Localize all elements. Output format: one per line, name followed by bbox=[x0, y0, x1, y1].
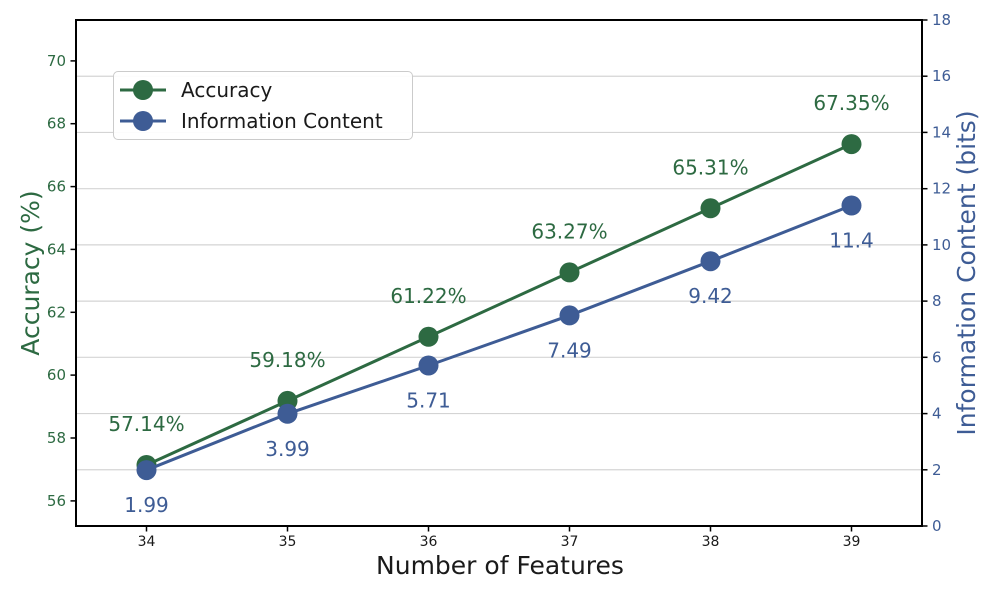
information-content-point-label: 5.71 bbox=[406, 389, 451, 413]
information-content-legend-marker-icon bbox=[120, 111, 166, 131]
right-y-tick-label: 6 bbox=[932, 348, 942, 366]
accuracy-point-label: 63.27% bbox=[531, 219, 607, 243]
right-y-tick-label: 16 bbox=[932, 67, 951, 85]
left-y-tick-label: 60 bbox=[47, 366, 66, 384]
information-content-line bbox=[145, 204, 853, 472]
information-content-point bbox=[136, 460, 157, 481]
legend-label-accuracy: Accuracy bbox=[181, 78, 273, 102]
information-content-point-label: 11.4 bbox=[829, 229, 874, 253]
left-y-tick-label: 64 bbox=[47, 240, 66, 258]
accuracy-point-label: 65.31% bbox=[672, 155, 748, 179]
accuracy-point bbox=[559, 262, 580, 283]
right-y-tick-label: 8 bbox=[932, 292, 942, 310]
right-y-tick-label: 14 bbox=[932, 123, 951, 141]
x-tick-label: 34 bbox=[138, 534, 156, 550]
left-y-tick-label: 66 bbox=[47, 178, 66, 196]
accuracy-point-label: 59.18% bbox=[249, 348, 325, 372]
legend-label-information-content: Information Content bbox=[181, 109, 383, 133]
legend-item-accuracy: Accuracy bbox=[119, 75, 404, 105]
accuracy-point bbox=[700, 198, 721, 219]
right-y-tick-label: 12 bbox=[932, 180, 951, 198]
plot-border bbox=[75, 19, 923, 527]
accuracy-point-label: 67.35% bbox=[813, 91, 889, 115]
information-content-point-label: 1.99 bbox=[124, 493, 169, 517]
accuracy-point-label: 57.14% bbox=[108, 412, 184, 436]
legend-item-information-content: Information Content bbox=[119, 106, 404, 136]
information-content-point bbox=[277, 403, 298, 424]
information-content-point-label: 3.99 bbox=[265, 437, 310, 461]
x-tick-label: 35 bbox=[279, 534, 297, 550]
accuracy-point-label: 61.22% bbox=[390, 284, 466, 308]
accuracy-point bbox=[841, 134, 862, 155]
x-tick-label: 36 bbox=[420, 534, 438, 550]
x-tick-label: 39 bbox=[843, 534, 861, 550]
accuracy-legend-marker-icon bbox=[120, 80, 166, 100]
accuracy-line bbox=[145, 142, 853, 467]
right-y-tick-label: 2 bbox=[932, 461, 942, 479]
left-y-tick-label: 70 bbox=[47, 52, 66, 70]
right-y-tick-label: 0 bbox=[932, 517, 942, 535]
information-content-point bbox=[559, 305, 580, 326]
left-y-tick-label: 68 bbox=[47, 115, 66, 133]
x-tick-label: 37 bbox=[561, 534, 579, 550]
legend: Accuracy Information Content bbox=[113, 71, 413, 140]
information-content-point bbox=[841, 195, 862, 216]
information-content-point bbox=[700, 251, 721, 272]
right-y-tick-label: 4 bbox=[932, 405, 942, 423]
x-tick-label: 38 bbox=[702, 534, 720, 550]
right-y-tick-label: 10 bbox=[932, 236, 951, 254]
information-content-point-label: 9.42 bbox=[688, 284, 733, 308]
right-y-tick-label: 18 bbox=[932, 11, 951, 29]
left-y-tick-label: 56 bbox=[47, 492, 66, 510]
information-content-point-label: 7.49 bbox=[547, 338, 592, 362]
information-content-point bbox=[418, 355, 439, 376]
left-y-tick-label: 62 bbox=[47, 303, 66, 321]
left-y-tick-label: 58 bbox=[47, 429, 66, 447]
accuracy-point bbox=[418, 326, 439, 347]
